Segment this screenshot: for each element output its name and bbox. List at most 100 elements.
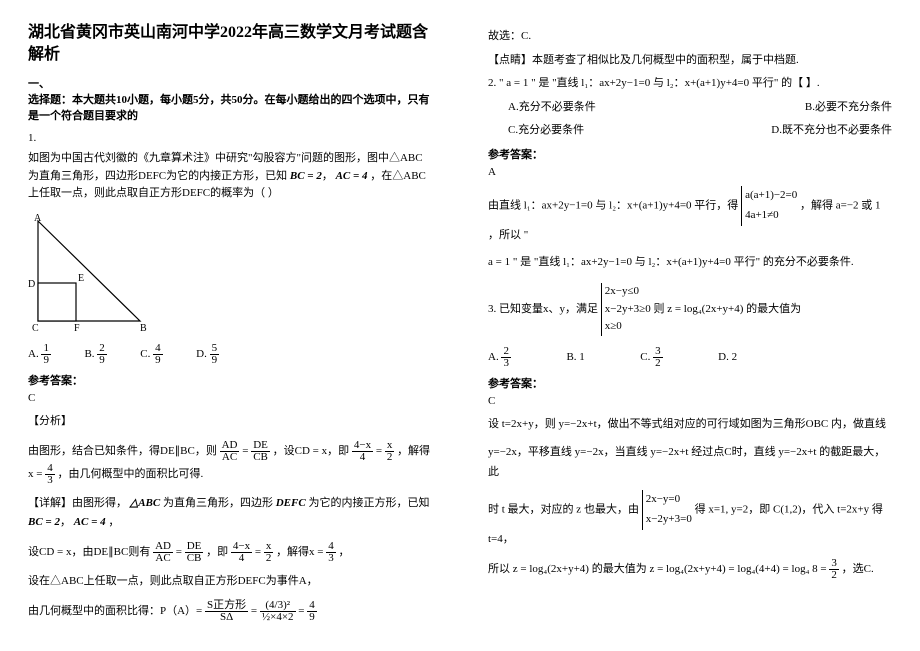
detail-tail: 为它的内接正方形，已知 bbox=[308, 497, 429, 509]
q1-note: 【点睛】本题考查了相似比及几何概型中的面积型，属于中档题. bbox=[488, 52, 892, 70]
result-frac: 49 bbox=[307, 600, 317, 623]
page-title: 湖北省黄冈市英山南河中学2022年高三数学文月考试题含解析 bbox=[28, 22, 432, 65]
fig-label-d: D bbox=[28, 279, 35, 290]
triangle-diagram: A D E C F B bbox=[28, 211, 148, 335]
q1-ratio-line: 由几何概型中的面积比得：P（A）= S正方形SΔ = (4/3)²½×4×2 =… bbox=[28, 600, 432, 623]
q3-c3: x≥0 bbox=[605, 318, 651, 336]
q3-c1: 2x−y≤0 bbox=[605, 283, 651, 301]
section-instruction: 选择题：本大题共10小题，每小题5分，共50分。在每小题给出的四个选项中，只有是… bbox=[28, 93, 432, 124]
r-xval: 43 bbox=[326, 541, 336, 564]
q3-line: 3. 已知变量x、y，满足 2x−y≤0 x−2y+3≥0 x≥0 则 z = … bbox=[488, 283, 892, 336]
q2-text: " a = 1 " 是 "直线 l₁：ax+2y−1=0 与 l₂：x+(a+1… bbox=[499, 77, 820, 89]
expl1-frac2: DECB bbox=[251, 440, 270, 463]
setcd: 设CD = x，由DE∥BC则有 bbox=[28, 546, 150, 558]
q3-opt-a-l: A. bbox=[488, 351, 499, 363]
q3-tail: 则 z = log₄(2x+y+4) 的最大值为 bbox=[653, 303, 801, 315]
q3-e3: 时 t 最大，对应的 z 也最大，由 bbox=[488, 504, 639, 516]
detail-tri: △ABC bbox=[130, 497, 160, 509]
q3-system2: 2x−y=0 x−2y+3=0 bbox=[642, 490, 692, 530]
q3-e1: 设 t=2x+y，则 y=−2x+t，做出不等式组对应的可行域如图为三角形OBC… bbox=[488, 415, 892, 435]
rmid: ，即 bbox=[206, 546, 228, 558]
right-column: 故选：C. 【点睛】本题考查了相似比及几何概型中的面积型，属于中档题. 2. "… bbox=[460, 0, 920, 651]
q3-chain: z = log₄(2x+y+4) = log₄(4+4) = log₄ 8 = bbox=[649, 563, 829, 575]
q3-opt-c-l: C. bbox=[640, 351, 650, 363]
q2-tail: ，所以 " bbox=[488, 229, 528, 241]
q2-opt-c: C.充分必要条件 bbox=[508, 122, 584, 140]
q3-s1: 2x−y=0 bbox=[646, 490, 692, 510]
q3-sel: ，选C. bbox=[842, 563, 874, 575]
expl1-eq: = bbox=[242, 445, 251, 457]
opt-c-frac: 49 bbox=[153, 343, 163, 366]
q3-answer: C bbox=[488, 395, 892, 407]
q1-options: A. 19 B. 29 C. 49 D. 59 bbox=[28, 343, 432, 366]
q3-c2: x−2y+3≥0 bbox=[605, 301, 651, 319]
q2-expl2: a = 1 " 是 "直线 l₁：ax+2y−1=0 与 l₂：x+(a+1)y… bbox=[488, 253, 892, 273]
q3-answer-label: 参考答案： bbox=[488, 375, 892, 391]
q1-expl1: 由图形，结合已知条件，得DE∥BC，则 ADAC = DECB ，设CD = x… bbox=[28, 440, 432, 486]
detail-ac: AC = 4 bbox=[74, 516, 106, 528]
eqr: = bbox=[298, 605, 307, 617]
q1-text: 如图为中国古代刘徽的《九章算术注》中研究"勾股容方"问题的图形，图中△ABC为直… bbox=[28, 150, 432, 203]
q3-constraints: 2x−y≤0 x−2y+3≥0 x≥0 bbox=[601, 283, 651, 336]
expl1-end: ，由几何概型中的面积比可得. bbox=[57, 468, 203, 480]
rtail: ，解得x = bbox=[276, 546, 326, 558]
q1-figure: A D E C F B bbox=[28, 211, 432, 335]
opt-a-label: A. bbox=[28, 348, 39, 360]
q1-analysis-label: 【分析】 bbox=[28, 412, 432, 432]
opt-d-label: D. bbox=[196, 348, 207, 360]
ratio-label: 由几何概型中的面积比得：P（A）= bbox=[28, 605, 202, 617]
q3-opt-d: D. 2 bbox=[718, 351, 737, 363]
r-frac4: x2 bbox=[264, 541, 274, 564]
expl1-mid: ，设CD = x，即 bbox=[273, 445, 349, 457]
q3-e4-line: 所以 z = log₄(2x+y+4) 的最大值为 z = log₄(2x+y+… bbox=[488, 558, 892, 581]
q3-text: 已知变量x、y，满足 bbox=[499, 303, 598, 315]
q1-detail: 【详解】由图形得， △ABC 为直角三角形，四边形 DEFC 为它的内接正方形，… bbox=[28, 494, 432, 534]
left-column: 湖北省黄冈市英山南河中学2022年高三数学文月考试题含解析 一、 选择题：本大题… bbox=[0, 0, 460, 651]
expl1-frac1: ADAC bbox=[220, 440, 240, 463]
opt-b-frac: 29 bbox=[97, 343, 107, 366]
expl1-frac3: 4−x4 bbox=[352, 440, 373, 463]
q2-e1: 由直线 l₁：ax+2y−1=0 与 l₂：x+(a+1)y+4=0 平行，得 bbox=[488, 199, 738, 211]
q2-opt-b: B.必要不充分条件 bbox=[805, 99, 892, 117]
detail-bc: BC = 2 bbox=[28, 516, 60, 528]
q2-expl: 由直线 l₁：ax+2y−1=0 与 l₂：x+(a+1)y+4=0 平行，得 … bbox=[488, 186, 892, 245]
r-frac1: ADAC bbox=[153, 541, 173, 564]
r-frac2: DECB bbox=[185, 541, 204, 564]
q1-bc: BC = 2 bbox=[290, 170, 322, 182]
opt-b-label: B. bbox=[84, 348, 94, 360]
q3-opt-b: B. 1 bbox=[566, 351, 584, 363]
detail-label: 【详解】由图形得， bbox=[28, 497, 127, 509]
q2-system: a(a+1)−2=0 4a+1≠0 bbox=[741, 186, 797, 226]
fig-label-c: C bbox=[32, 323, 39, 334]
detail-comma: ， bbox=[108, 516, 119, 528]
q2-options2: C.充分必要条件 D.既不充分也不必要条件 bbox=[508, 122, 892, 140]
q2-get: ，解得 a=−2 或 1 bbox=[800, 199, 881, 211]
q3-num: 3. bbox=[488, 303, 496, 315]
fig-label-a: A bbox=[34, 213, 42, 224]
q1-answer: C bbox=[28, 392, 432, 404]
eqv: = bbox=[251, 605, 260, 617]
q1-setcd-line: 设CD = x，由DE∥BC则有 ADAC = DECB ，即 4−x4 = x… bbox=[28, 541, 432, 564]
q3-e4: 所以 z = log₄(2x+y+4) 的最大值为 bbox=[488, 563, 647, 575]
q2-opt-d: D.既不充分也不必要条件 bbox=[771, 122, 892, 140]
q1-line3: 设在△ABC上任取一点，则此点取自正方形DEFC为事件A， bbox=[28, 572, 432, 592]
q1-ac: AC = 4 bbox=[336, 170, 368, 182]
q2-options: A.充分不必要条件 B.必要不充分条件 bbox=[508, 99, 892, 117]
q2-sys2: 4a+1≠0 bbox=[745, 206, 797, 226]
expl1-frac4: x2 bbox=[385, 440, 395, 463]
rtail2: ， bbox=[339, 546, 350, 558]
q3-opt-c-frac: 32 bbox=[653, 346, 663, 369]
opt-a-frac: 19 bbox=[41, 343, 51, 366]
q2-answer-label: 参考答案： bbox=[488, 146, 892, 162]
q3-s2: x−2y+3=0 bbox=[646, 510, 692, 530]
detail-mid: 为直角三角形，四边形 bbox=[163, 497, 273, 509]
fig-label-e: E bbox=[78, 273, 84, 284]
q2-opt-a: A.充分不必要条件 bbox=[508, 99, 596, 117]
expl1-pre: 由图形，结合已知条件，得DE∥BC，则 bbox=[28, 445, 217, 457]
big-frac: (4/3)²½×4×2 bbox=[260, 600, 296, 623]
expl1-x: 43 bbox=[45, 463, 55, 486]
fig-label-b: B bbox=[140, 323, 147, 334]
q2-num: 2. bbox=[488, 77, 496, 89]
q2-line: 2. " a = 1 " 是 "直线 l₁：ax+2y−1=0 与 l₂：x+(… bbox=[488, 75, 892, 93]
q3-e2: y=−2x，平移直线 y=−2x，当直线 y=−2x+t 经过点C时，直线 y=… bbox=[488, 443, 892, 483]
